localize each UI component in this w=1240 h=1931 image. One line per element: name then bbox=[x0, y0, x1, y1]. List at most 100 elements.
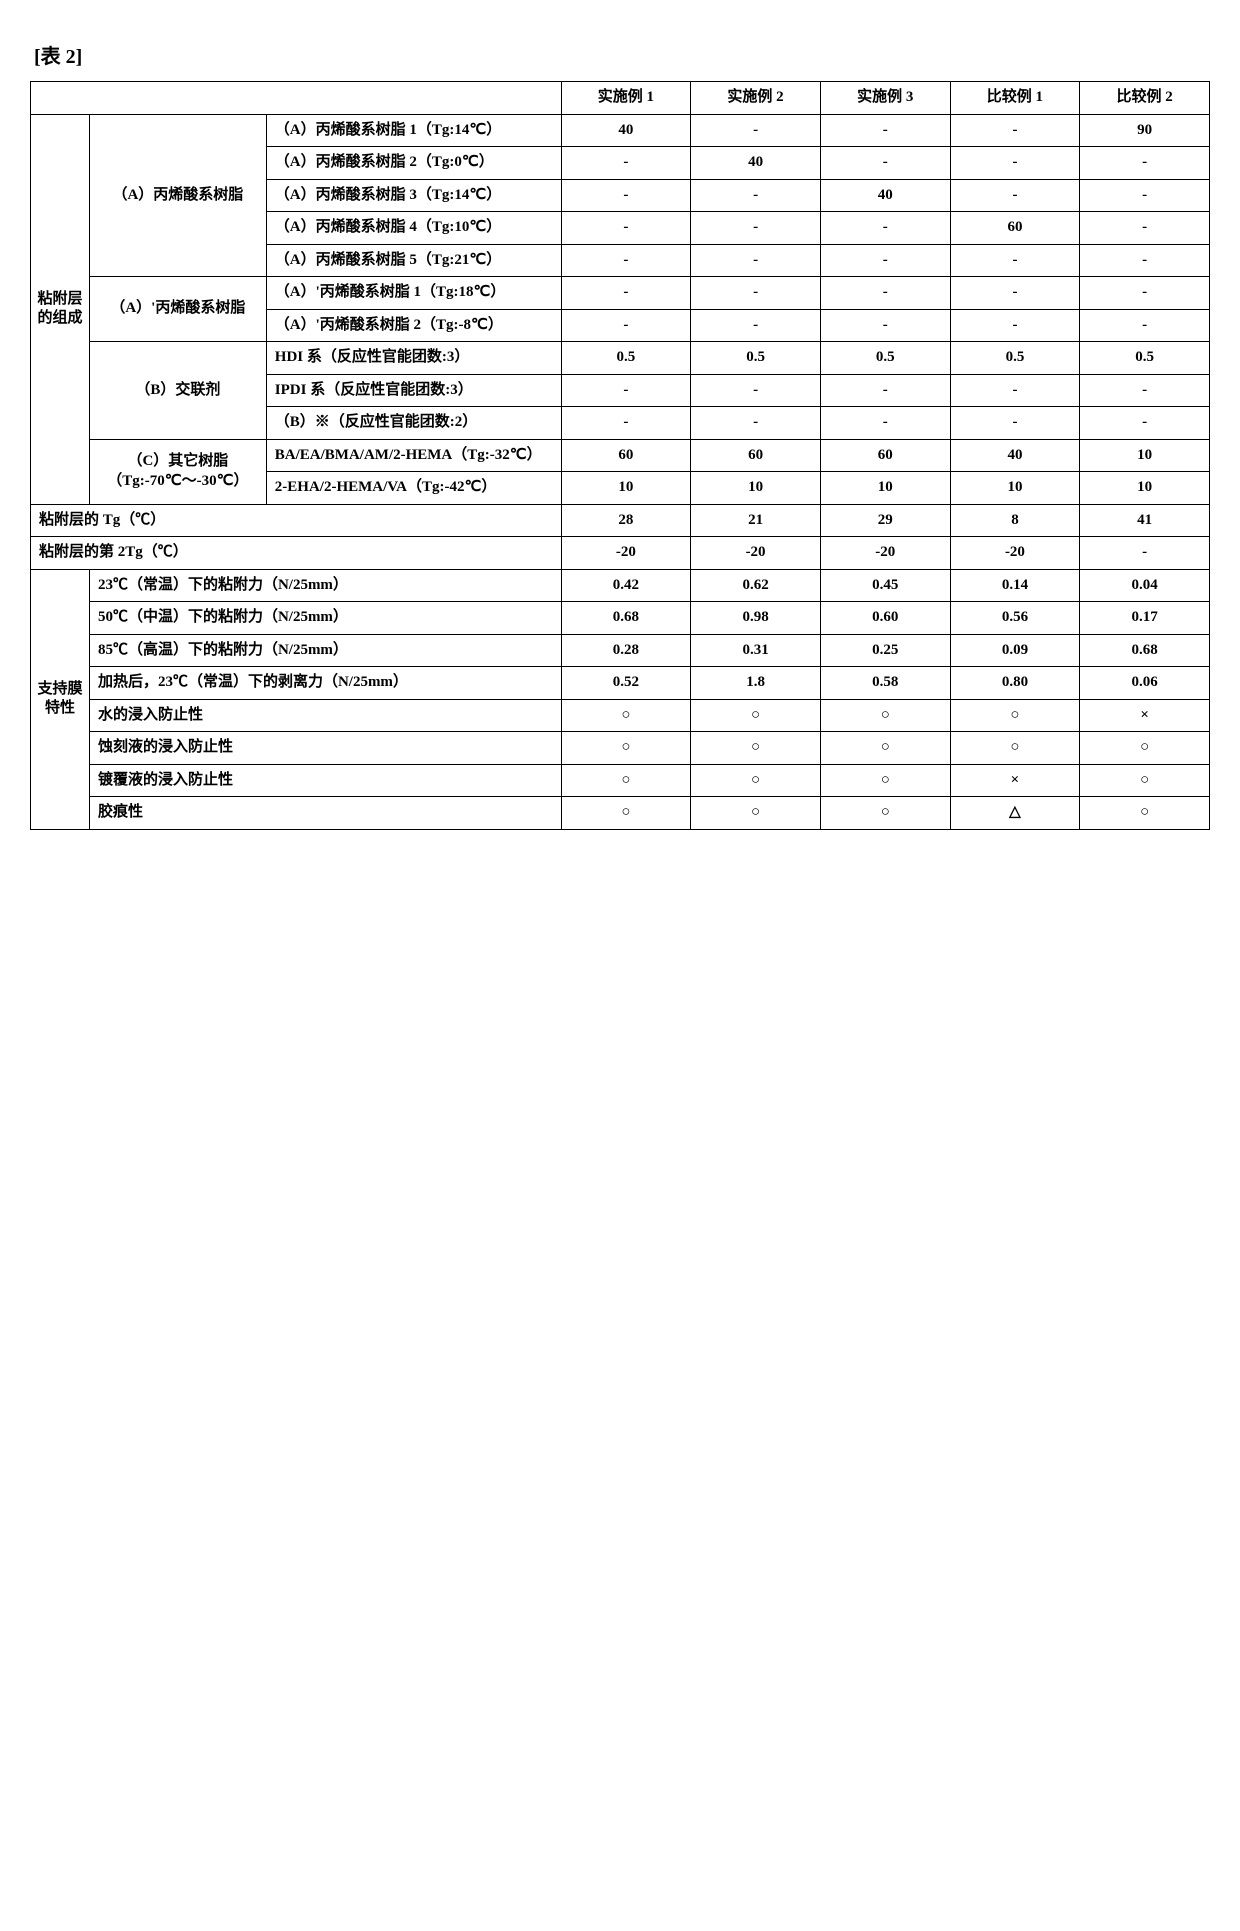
cell: 40 bbox=[820, 179, 950, 212]
row-label: 85℃（高温）下的粘附力（N/25mm） bbox=[89, 634, 561, 667]
cell: - bbox=[1080, 244, 1210, 277]
cell: - bbox=[950, 147, 1080, 180]
table-row: 胶痕性 ○ ○ ○ △ ○ bbox=[31, 797, 1210, 830]
cell: ○ bbox=[1080, 797, 1210, 830]
cell: 0.98 bbox=[691, 602, 821, 635]
cell: 0.42 bbox=[561, 569, 691, 602]
row-label: BA/EA/BMA/AM/2-HEMA（Tg:-32℃） bbox=[266, 439, 561, 472]
cell: ○ bbox=[691, 732, 821, 765]
cell: ○ bbox=[691, 764, 821, 797]
cell: - bbox=[950, 244, 1080, 277]
cell: - bbox=[820, 277, 950, 310]
cell: - bbox=[691, 179, 821, 212]
section-support: 支持膜特性 bbox=[31, 569, 90, 829]
cell: 60 bbox=[691, 439, 821, 472]
group-a-prime: （A）'丙烯酸系树脂 bbox=[89, 277, 266, 342]
cell: 0.60 bbox=[820, 602, 950, 635]
cell: - bbox=[1080, 374, 1210, 407]
cell: ○ bbox=[1080, 764, 1210, 797]
cell: - bbox=[561, 277, 691, 310]
row-label: 水的浸入防止性 bbox=[89, 699, 561, 732]
cell: - bbox=[950, 309, 1080, 342]
col-ex1: 实施例 1 bbox=[561, 82, 691, 115]
cell: 0.31 bbox=[691, 634, 821, 667]
cell: ○ bbox=[561, 764, 691, 797]
cell: ○ bbox=[820, 797, 950, 830]
cell: - bbox=[1080, 179, 1210, 212]
cell: - bbox=[561, 147, 691, 180]
cell: ○ bbox=[950, 699, 1080, 732]
row-label: （A）丙烯酸系树脂 3（Tg:14℃） bbox=[266, 179, 561, 212]
table-row: （A）'丙烯酸系树脂 （A）'丙烯酸系树脂 1（Tg:18℃） - - - - … bbox=[31, 277, 1210, 310]
row-label: IPDI 系（反应性官能团数:3） bbox=[266, 374, 561, 407]
row-label: 加热后，23℃（常温）下的剥离力（N/25mm） bbox=[89, 667, 561, 700]
cell: - bbox=[950, 407, 1080, 440]
cell: -20 bbox=[950, 537, 1080, 570]
cell: ○ bbox=[950, 732, 1080, 765]
table-row: 镀覆液的浸入防止性 ○ ○ ○ × ○ bbox=[31, 764, 1210, 797]
row-label: 蚀刻液的浸入防止性 bbox=[89, 732, 561, 765]
table-row: （B）交联剂 HDI 系（反应性官能团数:3） 0.5 0.5 0.5 0.5 … bbox=[31, 342, 1210, 375]
cell: ○ bbox=[820, 732, 950, 765]
col-ex2: 实施例 2 bbox=[691, 82, 821, 115]
cell: - bbox=[691, 212, 821, 245]
cell: ○ bbox=[561, 732, 691, 765]
cell: ○ bbox=[561, 797, 691, 830]
row-label: HDI 系（反应性官能团数:3） bbox=[266, 342, 561, 375]
cell: ○ bbox=[561, 699, 691, 732]
cell: 0.5 bbox=[820, 342, 950, 375]
group-c: （C）其它树脂（Tg:-70℃～-30℃） bbox=[89, 439, 266, 504]
table-row: 加热后，23℃（常温）下的剥离力（N/25mm） 0.52 1.8 0.58 0… bbox=[31, 667, 1210, 700]
cell: - bbox=[820, 374, 950, 407]
table-row: 蚀刻液的浸入防止性 ○ ○ ○ ○ ○ bbox=[31, 732, 1210, 765]
cell: 1.8 bbox=[691, 667, 821, 700]
col-cmp2: 比较例 2 bbox=[1080, 82, 1210, 115]
cell: 40 bbox=[561, 114, 691, 147]
cell: - bbox=[820, 212, 950, 245]
cell: - bbox=[691, 374, 821, 407]
cell: 10 bbox=[1080, 472, 1210, 505]
cell: - bbox=[820, 244, 950, 277]
table-row: 水的浸入防止性 ○ ○ ○ ○ × bbox=[31, 699, 1210, 732]
cell: 10 bbox=[1080, 439, 1210, 472]
cell: - bbox=[950, 179, 1080, 212]
cell: - bbox=[691, 114, 821, 147]
cell: 0.5 bbox=[691, 342, 821, 375]
cell: 28 bbox=[561, 504, 691, 537]
cell: 0.68 bbox=[561, 602, 691, 635]
cell: - bbox=[561, 374, 691, 407]
cell: 0.14 bbox=[950, 569, 1080, 602]
cell: 0.17 bbox=[1080, 602, 1210, 635]
cell: - bbox=[1080, 212, 1210, 245]
cell: △ bbox=[950, 797, 1080, 830]
cell: -20 bbox=[691, 537, 821, 570]
cell: - bbox=[691, 407, 821, 440]
table-row: 粘附层的 Tg（℃） 28 21 29 8 41 bbox=[31, 504, 1210, 537]
cell: - bbox=[691, 309, 821, 342]
cell: -20 bbox=[561, 537, 691, 570]
cell: ○ bbox=[691, 699, 821, 732]
cell: 0.62 bbox=[691, 569, 821, 602]
cell: 10 bbox=[691, 472, 821, 505]
cell: 10 bbox=[950, 472, 1080, 505]
cell: 0.45 bbox=[820, 569, 950, 602]
header-blank bbox=[31, 82, 562, 115]
cell: - bbox=[691, 244, 821, 277]
cell: - bbox=[561, 309, 691, 342]
cell: 40 bbox=[950, 439, 1080, 472]
table-row: 粘附层的组成 （A）丙烯酸系树脂 （A）丙烯酸系树脂 1（Tg:14℃） 40 … bbox=[31, 114, 1210, 147]
cell: 0.04 bbox=[1080, 569, 1210, 602]
cell: 60 bbox=[820, 439, 950, 472]
group-a: （A）丙烯酸系树脂 bbox=[89, 114, 266, 277]
row-label: （A）丙烯酸系树脂 5（Tg:21℃） bbox=[266, 244, 561, 277]
cell: - bbox=[1080, 309, 1210, 342]
table-row: 85℃（高温）下的粘附力（N/25mm） 0.28 0.31 0.25 0.09… bbox=[31, 634, 1210, 667]
cell: × bbox=[1080, 699, 1210, 732]
table-row: 支持膜特性 23℃（常温）下的粘附力（N/25mm） 0.42 0.62 0.4… bbox=[31, 569, 1210, 602]
cell: 8 bbox=[950, 504, 1080, 537]
cell: 0.09 bbox=[950, 634, 1080, 667]
row-label: （A）丙烯酸系树脂 1（Tg:14℃） bbox=[266, 114, 561, 147]
row-label: 镀覆液的浸入防止性 bbox=[89, 764, 561, 797]
cell: 0.68 bbox=[1080, 634, 1210, 667]
cell: ○ bbox=[820, 699, 950, 732]
